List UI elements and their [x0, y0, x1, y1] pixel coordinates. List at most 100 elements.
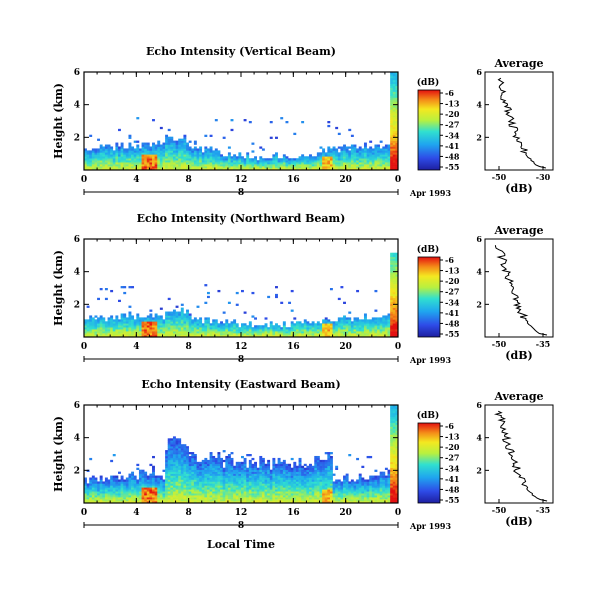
heatmap-cell — [238, 162, 242, 165]
heatmap-cell — [246, 329, 250, 332]
heatmap-cell — [102, 333, 106, 336]
heatmap-cell — [282, 491, 286, 494]
heatmap-cell — [123, 321, 127, 324]
heatmap-cell — [199, 491, 203, 494]
heatmap-cell — [301, 501, 305, 504]
heatmap-cell — [377, 160, 380, 163]
heatmap-cell — [366, 321, 370, 324]
heatmap-cell — [322, 477, 326, 480]
heatmap-cell — [152, 479, 155, 482]
heatmap-cell — [277, 333, 281, 336]
heatmap-cell — [264, 493, 268, 496]
heatmap-cell — [256, 331, 260, 334]
heatmap-cell — [241, 469, 244, 472]
heatmap-cell — [186, 160, 189, 163]
heatmap-cell — [157, 317, 161, 320]
heatmap-cell — [131, 499, 135, 502]
heatmap-cell — [167, 483, 171, 486]
heatmap-cell — [235, 497, 239, 500]
heatmap-cell — [238, 467, 242, 470]
heatmap-cell — [225, 485, 229, 488]
heatmap-cell — [144, 475, 148, 478]
heatmap-cell — [295, 331, 299, 334]
heatmap-cell — [186, 446, 189, 449]
heatmap-cell — [186, 331, 189, 334]
heatmap-cell — [214, 461, 218, 465]
heatmap-cell — [387, 319, 391, 322]
heatmap-cell — [141, 469, 145, 472]
heatmap-cell — [390, 79, 394, 83]
heatmap-cell — [193, 321, 197, 324]
heatmap-cell — [251, 477, 255, 480]
heatmap-cell — [159, 499, 163, 502]
heatmap-cell — [395, 311, 399, 314]
heatmap-cell — [316, 501, 320, 504]
heatmap-cell — [264, 327, 268, 330]
heatmap-cell — [84, 156, 87, 159]
heatmap-cell — [84, 493, 87, 496]
heatmap-cell — [309, 489, 312, 492]
heatmap-cell — [170, 457, 174, 461]
heatmap-cell — [214, 457, 218, 461]
heatmap-cell — [227, 335, 231, 338]
heatmap-cell — [199, 335, 203, 338]
heatmap-cell — [314, 489, 318, 492]
heatmap-cell — [382, 317, 386, 320]
heatmap-cell — [251, 158, 255, 161]
heatmap-cell — [246, 489, 250, 492]
heatmap-cell — [329, 333, 333, 336]
heatmap-cell — [246, 335, 250, 338]
heatmap-cell — [256, 485, 260, 488]
heatmap-cell — [136, 152, 140, 155]
heatmap-cell — [104, 333, 108, 336]
heatmap-cell — [301, 325, 305, 328]
heatmap-cell — [303, 499, 307, 502]
heatmap-cell — [86, 331, 90, 334]
heatmap-cell — [233, 164, 237, 167]
heatmap-cell — [230, 489, 234, 492]
heatmap-cell — [303, 489, 307, 492]
heatmap-cell — [337, 162, 341, 165]
heatmap-cell — [188, 485, 192, 488]
heatmap-cell — [316, 491, 320, 494]
heatmap-cell — [138, 323, 142, 326]
heatmap-cell — [84, 160, 87, 163]
heatmap-cell — [133, 158, 137, 161]
panel-title: Echo Intensity (Eastward Beam) — [141, 378, 340, 391]
heatmap-cell — [392, 152, 396, 155]
heatmap-cell — [159, 487, 163, 490]
heatmap-cell — [230, 471, 234, 474]
heatmap-cell — [175, 448, 179, 451]
heatmap-cell — [123, 497, 127, 500]
heatmap-cell — [267, 481, 271, 484]
heatmap-cell — [102, 148, 106, 151]
heatmap-cell — [335, 483, 339, 486]
heatmap-cell — [301, 483, 305, 486]
heatmap-cell — [248, 325, 252, 328]
heatmap-cell — [165, 329, 169, 332]
heatmap-cell — [204, 491, 208, 494]
heatmap-cell — [120, 335, 124, 338]
heatmap-cell — [295, 168, 299, 171]
heatmap-cell — [159, 485, 163, 488]
heatmap-cell — [327, 333, 331, 336]
heatmap-cell — [204, 335, 208, 338]
heatmap-cell — [356, 152, 360, 155]
heatmap-cell — [374, 160, 378, 163]
heatmap-cell — [204, 481, 208, 484]
heatmap-cell — [220, 491, 223, 494]
heatmap-cell — [104, 154, 108, 157]
heatmap-cell — [285, 483, 289, 486]
heatmap-cell — [277, 166, 281, 169]
heatmap-cell — [180, 152, 184, 155]
heatmap-cell — [348, 317, 352, 320]
heatmap-cell — [110, 315, 114, 318]
heatmap-cell — [264, 335, 268, 338]
heatmap-cell — [314, 164, 318, 167]
heatmap-cell — [261, 495, 265, 498]
heatmap-cell — [353, 329, 357, 332]
heatmap-cell — [264, 162, 268, 165]
heatmap-cell — [159, 156, 163, 159]
heatmap-cell — [118, 166, 121, 169]
heatmap-cell — [144, 152, 148, 155]
